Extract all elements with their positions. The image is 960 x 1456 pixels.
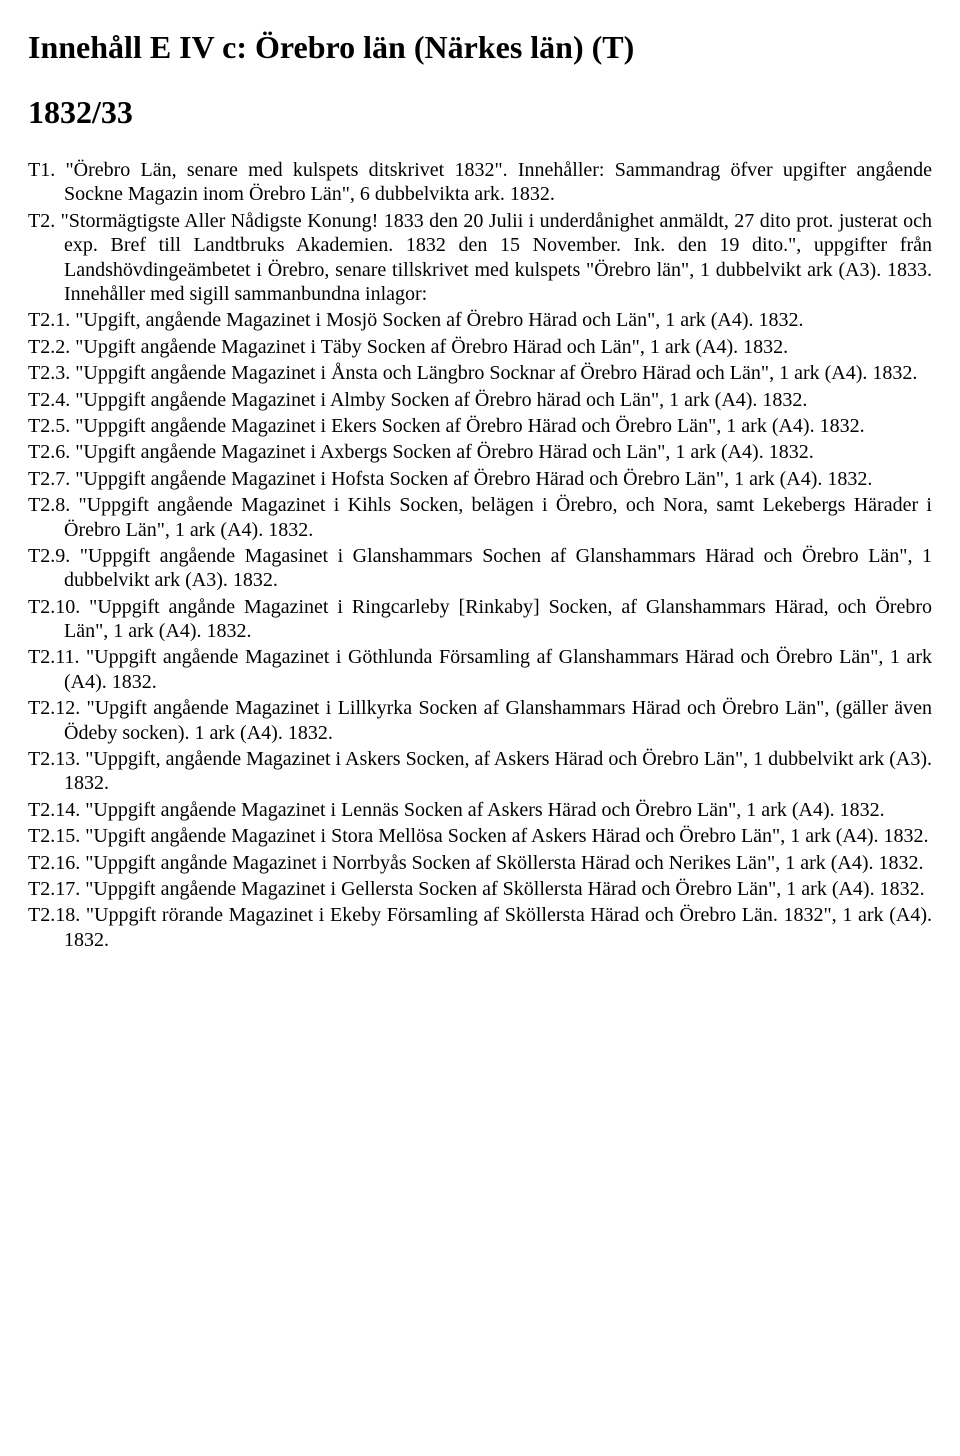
subentry: T2.13. "Uppgift, angående Magazinet i As… [28, 747, 932, 796]
subentry: T2.12. "Upgift angående Magazinet i Lill… [28, 696, 932, 745]
subentry: T2.7. "Uppgift angående Magazinet i Hofs… [28, 467, 932, 491]
subentry: T2.3. "Uppgift angående Magazinet i Ånst… [28, 361, 932, 385]
subentry: T2.4. "Uppgift angående Magazinet i Almb… [28, 388, 932, 412]
subentry: T2.15. "Upgift angående Magazinet i Stor… [28, 824, 932, 848]
subentry: T2.16. "Uppgift angånde Magazinet i Norr… [28, 851, 932, 875]
entry-t2: T2. "Stormägtigste Aller Nådigste Konung… [28, 209, 932, 307]
page-title: Innehåll E IV c: Örebro län (Närkes län)… [28, 28, 932, 67]
subentry: T2.17. "Uppgift angående Magazinet i Gel… [28, 877, 932, 901]
subentry: T2.5. "Uppgift angående Magazinet i Eker… [28, 414, 932, 438]
subentry: T2.9. "Uppgift angående Magasinet i Glan… [28, 544, 932, 593]
subentry: T2.14. "Uppgift angående Magazinet i Len… [28, 798, 932, 822]
subentry: T2.2. "Upgift angående Magazinet i Täby … [28, 335, 932, 359]
subentry: T2.18. "Uppgift rörande Magazinet i Ekeb… [28, 903, 932, 952]
subentry: T2.1. "Upgift, angående Magazinet i Mosj… [28, 308, 932, 332]
subentry: T2.11. "Uppgift angående Magazinet i Göt… [28, 645, 932, 694]
entry-t1: T1. "Örebro Län, senare med kulspets dit… [28, 158, 932, 207]
year-heading: 1832/33 [28, 93, 932, 132]
subentry: T2.8. "Uppgift angående Magazinet i Kihl… [28, 493, 932, 542]
subentries-container: T2.1. "Upgift, angående Magazinet i Mosj… [28, 308, 932, 952]
subentry: T2.10. "Uppgift angånde Magazinet i Ring… [28, 595, 932, 644]
subentry: T2.6. "Upgift angående Magazinet i Axber… [28, 440, 932, 464]
